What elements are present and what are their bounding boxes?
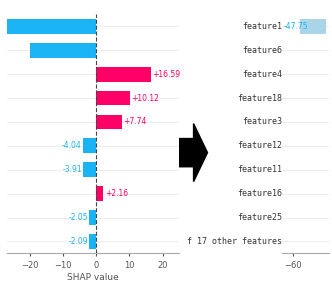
Text: feature16: feature16 <box>237 189 282 198</box>
Bar <box>90 210 96 225</box>
Bar <box>300 19 326 34</box>
Text: +16.59: +16.59 <box>153 70 181 79</box>
Bar <box>96 67 151 82</box>
Bar <box>83 139 96 153</box>
Text: -4.04: -4.04 <box>62 141 82 150</box>
Text: feature18: feature18 <box>237 94 282 103</box>
Bar <box>30 43 96 58</box>
Text: -2.09: -2.09 <box>68 237 88 246</box>
Text: feature12: feature12 <box>237 141 282 150</box>
Text: feature4: feature4 <box>242 70 282 79</box>
Bar <box>0 19 96 34</box>
Text: -3.91: -3.91 <box>62 165 82 174</box>
Bar <box>83 162 96 177</box>
Text: feature6: feature6 <box>242 46 282 55</box>
FancyArrow shape <box>179 124 208 182</box>
Bar <box>96 115 122 129</box>
Text: +2.16: +2.16 <box>105 189 128 198</box>
Text: -2.05: -2.05 <box>68 213 88 222</box>
Text: feature3: feature3 <box>242 118 282 126</box>
Bar <box>96 186 104 201</box>
Text: -47.75: -47.75 <box>284 22 308 31</box>
X-axis label: SHAP value: SHAP value <box>67 273 119 282</box>
Text: +10.12: +10.12 <box>131 94 159 103</box>
Bar <box>89 234 96 249</box>
Text: feature1: feature1 <box>242 22 282 31</box>
Text: +7.74: +7.74 <box>123 118 147 126</box>
Text: f 17 other features: f 17 other features <box>187 237 282 246</box>
Text: feature25: feature25 <box>237 213 282 222</box>
Bar <box>96 91 130 105</box>
Text: feature11: feature11 <box>237 165 282 174</box>
